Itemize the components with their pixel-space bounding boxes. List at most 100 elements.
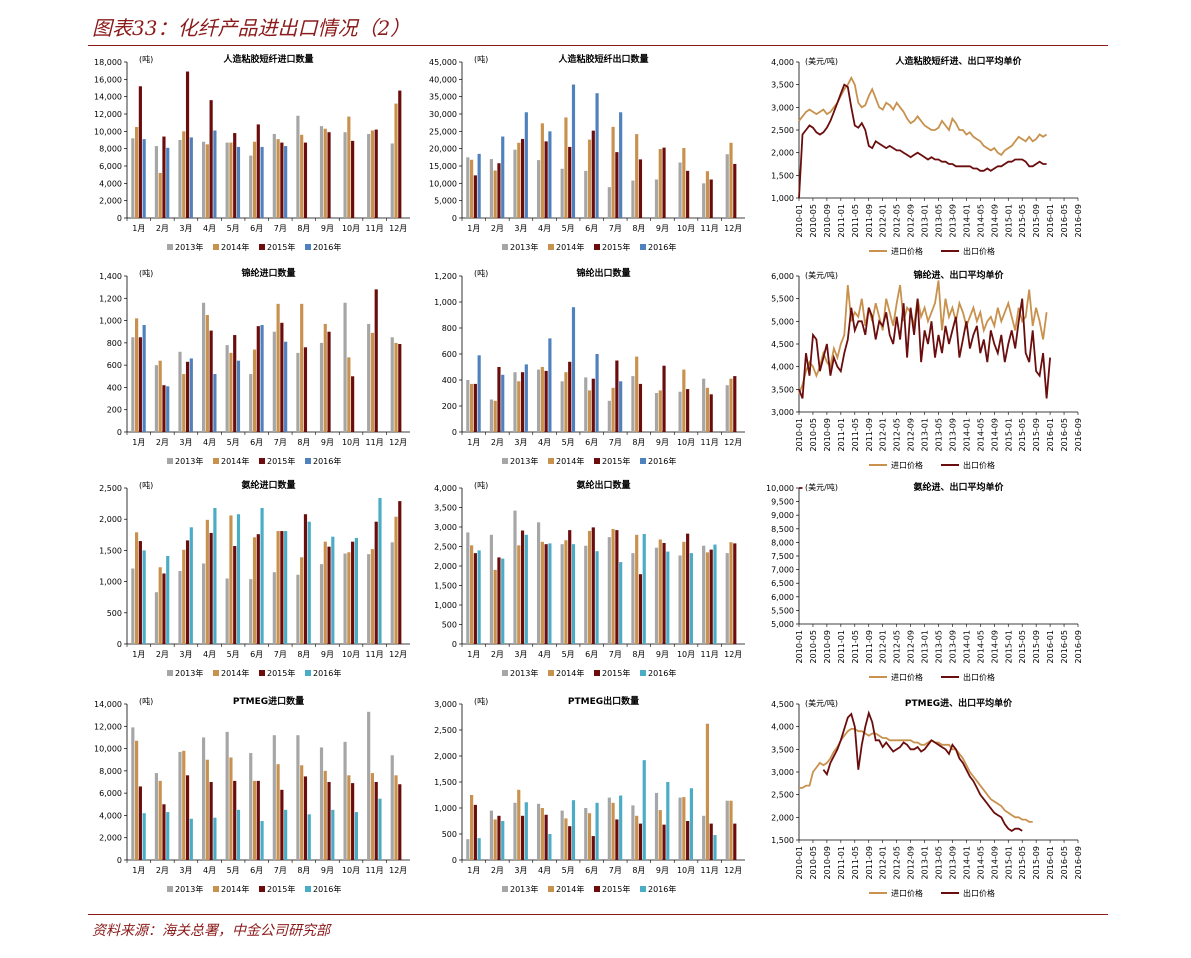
x-tick-label: 6月	[585, 224, 598, 233]
bar-2014年	[182, 750, 186, 860]
bar-2015年	[303, 514, 308, 644]
bar-2016年	[331, 809, 335, 860]
x-tick-label: 2013-01	[921, 630, 930, 663]
bar-2013年	[154, 592, 159, 644]
bar-2015年	[544, 814, 548, 860]
y-tick-label: 200	[442, 402, 457, 411]
bar-2013年	[466, 380, 470, 432]
y-tick-label: 3,000	[771, 103, 794, 112]
x-tick-label: 2016-01	[1046, 846, 1055, 879]
bar-2013年	[560, 810, 564, 860]
x-tick-label: 11月	[366, 650, 384, 659]
bar-2013年	[702, 378, 706, 432]
unit-label: (美元/吨)	[805, 698, 838, 708]
y-tick-label: 8,000	[99, 767, 122, 776]
x-tick-label: 2014-09	[990, 418, 999, 451]
bar-2016年	[548, 543, 552, 644]
bar-2013年	[178, 751, 182, 860]
x-tick-label: 2015-01	[1004, 630, 1013, 663]
y-tick-label: 2,000	[434, 752, 457, 761]
legend-swatch	[640, 458, 646, 464]
bar-2013年	[225, 578, 229, 644]
legend-swatch	[502, 886, 508, 892]
x-tick-label: 10月	[677, 438, 695, 447]
x-tick-label: 2月	[491, 866, 504, 875]
chart-title: PTMEG出口数量	[568, 695, 639, 707]
bar-2015年	[520, 815, 525, 860]
legend-swatch	[594, 670, 600, 676]
bar-2013年	[631, 376, 635, 432]
x-tick-label: 10月	[342, 866, 360, 875]
x-tick-label: 2月	[156, 438, 169, 447]
x-tick-label: 4月	[203, 866, 216, 875]
x-tick-label: 9月	[321, 438, 334, 447]
y-tick-label: 2,000	[771, 813, 794, 822]
figure-title: 图表33：化纤产品进出口情况（2）	[92, 16, 411, 40]
bar-2016年	[213, 507, 217, 644]
bar-2015年	[185, 775, 190, 860]
bar-2014年	[540, 367, 544, 432]
chart-title: PTMEG进口数量	[233, 695, 304, 707]
x-tick-label: 2月	[491, 224, 504, 233]
bar-2014年	[682, 541, 686, 644]
y-tick-label: 10,000	[94, 745, 122, 754]
bar-2015年	[520, 530, 525, 644]
x-tick-label: 2012-09	[907, 630, 916, 663]
x-tick-label: 2011-09	[865, 630, 874, 663]
y-tick-label: 800	[107, 339, 122, 348]
bar-2015年	[138, 337, 142, 432]
x-tick-label: 1月	[467, 866, 480, 875]
bar-2016年	[477, 153, 481, 218]
bar-2014年	[517, 545, 521, 644]
legend-swatch	[305, 670, 311, 676]
y-tick-label: 0	[452, 640, 457, 649]
bar-2014年	[705, 552, 710, 644]
bar-2015年	[374, 129, 378, 218]
bar-2016年	[477, 355, 481, 432]
x-tick-label: 2012-05	[893, 630, 902, 663]
legend-label: 2016年	[313, 456, 341, 466]
x-tick-label: 2012-09	[907, 418, 916, 451]
unit-label: (美元/吨)	[805, 56, 838, 66]
bar-2013年	[466, 532, 470, 644]
bar-2016年	[260, 507, 264, 644]
bar-2014年	[229, 352, 233, 432]
x-tick-label: 2010-05	[809, 846, 818, 879]
legend-label: 2013年	[510, 456, 538, 466]
bar-2016年	[378, 798, 382, 860]
bar-2013年	[390, 542, 394, 644]
x-tick-label: 11月	[701, 650, 719, 659]
y-tick-label: 2,000	[771, 149, 794, 158]
bar-2016年	[595, 354, 599, 432]
legend-label: 2016年	[313, 884, 341, 894]
bar-2013年	[296, 352, 300, 432]
bar-2016年	[619, 795, 623, 860]
y-tick-label: 10,000	[429, 179, 457, 188]
y-tick-label: 5,000	[771, 317, 794, 326]
legend-label: 进口价格	[891, 672, 923, 682]
y-tick-label: 3,500	[434, 504, 457, 513]
bar-2014年	[729, 800, 733, 860]
y-tick-label: 2,000	[99, 834, 122, 843]
x-tick-label: 2014-01	[962, 418, 971, 451]
bar-2014年	[682, 797, 686, 860]
bar-2014年	[370, 332, 375, 432]
bar-2015年	[374, 521, 378, 644]
x-tick-label: 2013-01	[921, 418, 930, 451]
x-tick-label: 7月	[609, 224, 622, 233]
legend-label: 2014年	[221, 668, 249, 678]
legend-swatch	[594, 886, 600, 892]
x-tick-label: 2月	[491, 650, 504, 659]
bar-2013年	[584, 170, 588, 218]
bar-2014年	[158, 567, 162, 644]
bar-2013年	[272, 572, 276, 644]
legend-label: 2016年	[648, 242, 676, 252]
x-tick-label: 8月	[297, 650, 310, 659]
x-tick-label: 2012-01	[879, 630, 888, 663]
legend-label: 2013年	[510, 884, 538, 894]
bar-2013年	[249, 579, 253, 644]
x-tick-label: 2014-05	[976, 846, 985, 879]
x-tick-label: 2015-09	[1032, 418, 1041, 451]
bar-2016年	[501, 374, 505, 432]
y-tick-label: 5,500	[771, 295, 794, 304]
